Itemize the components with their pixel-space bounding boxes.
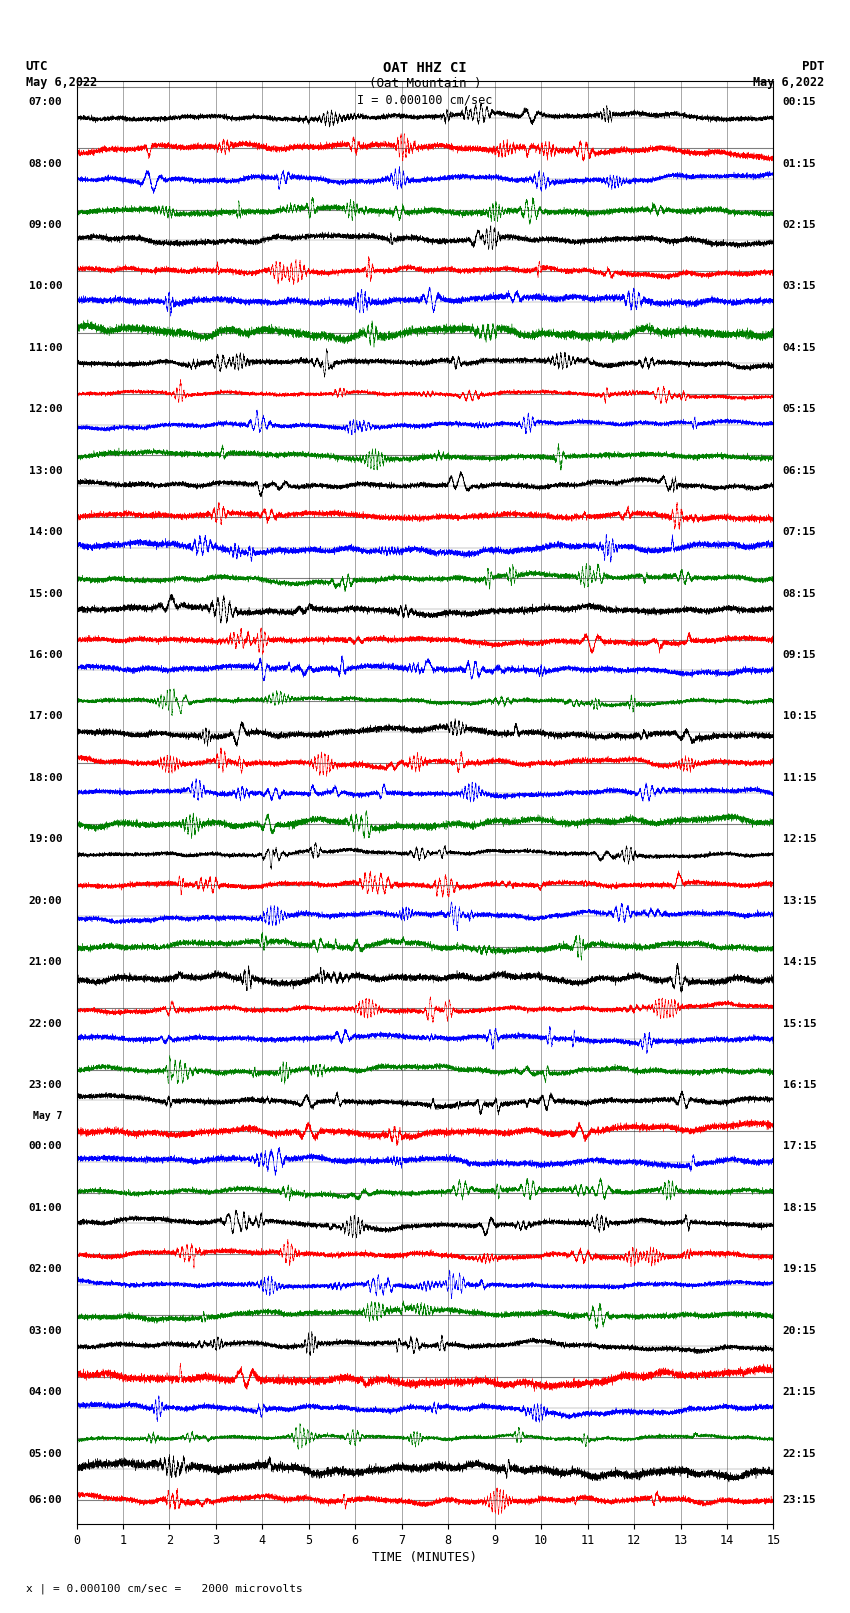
Text: 13:00: 13:00: [29, 466, 63, 476]
Text: OAT HHZ CI: OAT HHZ CI: [383, 61, 467, 76]
Text: 15:15: 15:15: [783, 1019, 817, 1029]
Text: 04:00: 04:00: [29, 1387, 63, 1397]
Text: 12:00: 12:00: [29, 405, 63, 415]
Text: 11:15: 11:15: [783, 773, 817, 782]
Text: 07:15: 07:15: [783, 527, 817, 537]
Text: I = 0.000100 cm/sec: I = 0.000100 cm/sec: [357, 94, 493, 106]
Text: 20:00: 20:00: [29, 895, 63, 907]
Text: 16:00: 16:00: [29, 650, 63, 660]
Text: 23:00: 23:00: [29, 1081, 63, 1090]
Text: 05:00: 05:00: [29, 1448, 63, 1458]
Text: 16:15: 16:15: [783, 1081, 817, 1090]
Text: May 6,2022: May 6,2022: [753, 76, 824, 89]
Text: 22:00: 22:00: [29, 1019, 63, 1029]
Text: 09:15: 09:15: [783, 650, 817, 660]
Text: 06:15: 06:15: [783, 466, 817, 476]
Text: 20:15: 20:15: [783, 1326, 817, 1336]
Text: 09:00: 09:00: [29, 219, 63, 231]
Text: 17:15: 17:15: [783, 1142, 817, 1152]
Text: 14:15: 14:15: [783, 957, 817, 968]
Text: 11:00: 11:00: [29, 344, 63, 353]
Text: 22:15: 22:15: [783, 1448, 817, 1458]
Text: 21:15: 21:15: [783, 1387, 817, 1397]
Text: 17:00: 17:00: [29, 711, 63, 721]
Text: 13:15: 13:15: [783, 895, 817, 907]
Text: 02:00: 02:00: [29, 1265, 63, 1274]
Text: 03:00: 03:00: [29, 1326, 63, 1336]
Text: 19:00: 19:00: [29, 834, 63, 844]
Text: 08:00: 08:00: [29, 158, 63, 169]
Text: May 6,2022: May 6,2022: [26, 76, 97, 89]
Text: 14:00: 14:00: [29, 527, 63, 537]
Text: 03:15: 03:15: [783, 281, 817, 292]
Text: 04:15: 04:15: [783, 344, 817, 353]
Text: 02:15: 02:15: [783, 219, 817, 231]
X-axis label: TIME (MINUTES): TIME (MINUTES): [372, 1552, 478, 1565]
Text: 07:00: 07:00: [29, 97, 63, 106]
Text: PDT: PDT: [802, 60, 824, 73]
Text: 00:15: 00:15: [783, 97, 817, 106]
Text: 01:15: 01:15: [783, 158, 817, 169]
Text: 08:15: 08:15: [783, 589, 817, 598]
Text: 18:00: 18:00: [29, 773, 63, 782]
Text: 06:00: 06:00: [29, 1495, 63, 1505]
Text: 23:15: 23:15: [783, 1495, 817, 1505]
Text: May 7: May 7: [33, 1111, 63, 1121]
Text: 10:00: 10:00: [29, 281, 63, 292]
Text: 15:00: 15:00: [29, 589, 63, 598]
Text: 10:15: 10:15: [783, 711, 817, 721]
Text: 19:15: 19:15: [783, 1265, 817, 1274]
Text: x | = 0.000100 cm/sec =   2000 microvolts: x | = 0.000100 cm/sec = 2000 microvolts: [26, 1582, 303, 1594]
Text: 05:15: 05:15: [783, 405, 817, 415]
Text: 21:00: 21:00: [29, 957, 63, 968]
Text: 01:00: 01:00: [29, 1203, 63, 1213]
Text: 12:15: 12:15: [783, 834, 817, 844]
Text: (Oat Mountain ): (Oat Mountain ): [369, 77, 481, 90]
Text: 18:15: 18:15: [783, 1203, 817, 1213]
Text: 00:00: 00:00: [29, 1142, 63, 1152]
Text: UTC: UTC: [26, 60, 48, 73]
